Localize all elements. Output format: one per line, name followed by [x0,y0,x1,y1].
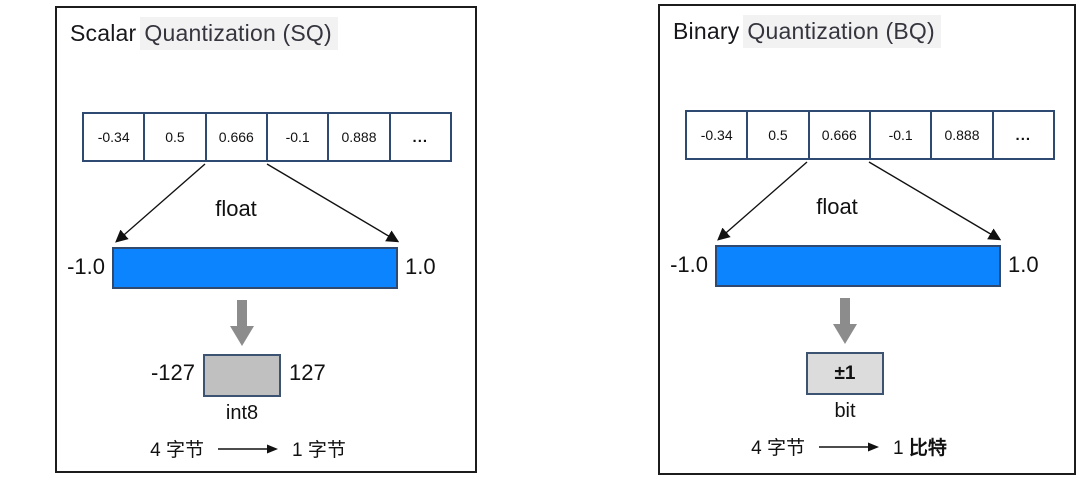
panel-binary-quantization: Binary Quantization (BQ) -0.34 0.5 0.666 … [658,4,1076,475]
float-max-label: 1.0 [1008,252,1039,277]
size-to-label: 1 字节 [292,435,346,462]
size-conversion-row: 4 字节 1 比特 [642,433,1056,460]
down-arrow-icon [230,300,254,346]
float-range-bar [715,245,1001,287]
vector-cell: 0.888 [932,110,994,160]
fan-out-arrows-icon [717,161,1002,241]
panel-title: Binary Quantization (BQ) [673,15,941,48]
quant-min-label: -127 [150,360,195,385]
right-arrow-icon [818,442,879,451]
panel-title: Scalar Quantization (SQ) [70,17,338,50]
quant-max-label: 127 [289,360,326,385]
vector-cell: -0.34 [82,112,146,162]
quant-type-label: int8 [225,402,259,424]
vector-row: -0.34 0.5 0.666 -0.1 0.888 ... [685,110,1055,160]
vector-cell: 0.888 [329,112,391,162]
vector-cell: 0.5 [748,110,810,160]
vector-cell: -0.1 [870,110,933,160]
float-range-label: float [816,194,858,219]
size-to-number: 1 [291,440,303,461]
size-to-number: 1 [892,438,904,459]
size-to-label: 1 比特 [893,433,947,460]
title-highlight: Quantization (BQ) [743,15,941,48]
right-arrow-icon [217,444,278,453]
size-conversion-row: 4 字节 1 字节 [39,435,457,462]
vector-cell: 0.666 [809,110,871,160]
vector-cell: -0.1 [267,112,330,162]
title-highlight: Quantization (SQ) [140,17,338,50]
vector-cell: ... [993,110,1055,160]
down-arrow-icon [833,298,857,344]
float-min-label: -1.0 [670,252,708,277]
panel-scalar-quantization: Scalar Quantization (SQ) -0.34 0.5 0.666 … [55,6,477,473]
quant-box-label: ±1 [834,362,856,384]
float-max-label: 1.0 [405,254,436,279]
vector-cell: 0.5 [145,112,207,162]
vector-row: -0.34 0.5 0.666 -0.1 0.888 ... [82,112,452,162]
quant-type-label: bit [834,400,856,422]
vector-cell: ... [390,112,452,162]
size-to-unit: 比特 [908,438,947,459]
size-from-label: 4 字节 [751,438,805,459]
size-from-label: 4 字节 [150,440,204,461]
float-min-label: -1.0 [67,254,105,279]
float-range-bar [112,247,398,289]
title-prefix: Scalar [70,20,137,46]
size-to-unit: 字节 [307,440,346,461]
vector-cell: -0.34 [685,110,749,160]
vector-cell: 0.666 [206,112,268,162]
quantized-range-box [203,354,281,397]
quantized-range-box: ±1 [806,352,884,395]
float-range-label: float [215,196,257,221]
fan-out-arrows-icon [115,163,400,243]
title-prefix: Binary [673,18,740,44]
